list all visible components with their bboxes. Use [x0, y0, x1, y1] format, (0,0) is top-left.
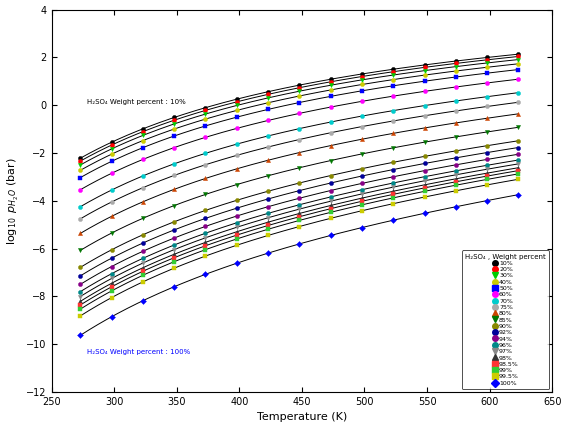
- Text: H₂SO₄ Weight percent : 100%: H₂SO₄ Weight percent : 100%: [87, 349, 190, 355]
- Y-axis label: $\log_{10}\ p_{H_2O}\ \mathrm{(bar)}$: $\log_{10}\ p_{H_2O}\ \mathrm{(bar)}$: [6, 157, 20, 244]
- X-axis label: Temperature (K): Temperature (K): [257, 413, 347, 422]
- Legend: 10%, 20%, 30%, 40%, 50%, 60%, 70%, 75%, 80%, 85%, 90%, 92%, 94%, 96%, 97%, 98%, : 10%, 20%, 30%, 40%, 50%, 60%, 70%, 75%, …: [462, 250, 549, 389]
- Text: H₂SO₄ Weight percent : 10%: H₂SO₄ Weight percent : 10%: [87, 99, 185, 105]
